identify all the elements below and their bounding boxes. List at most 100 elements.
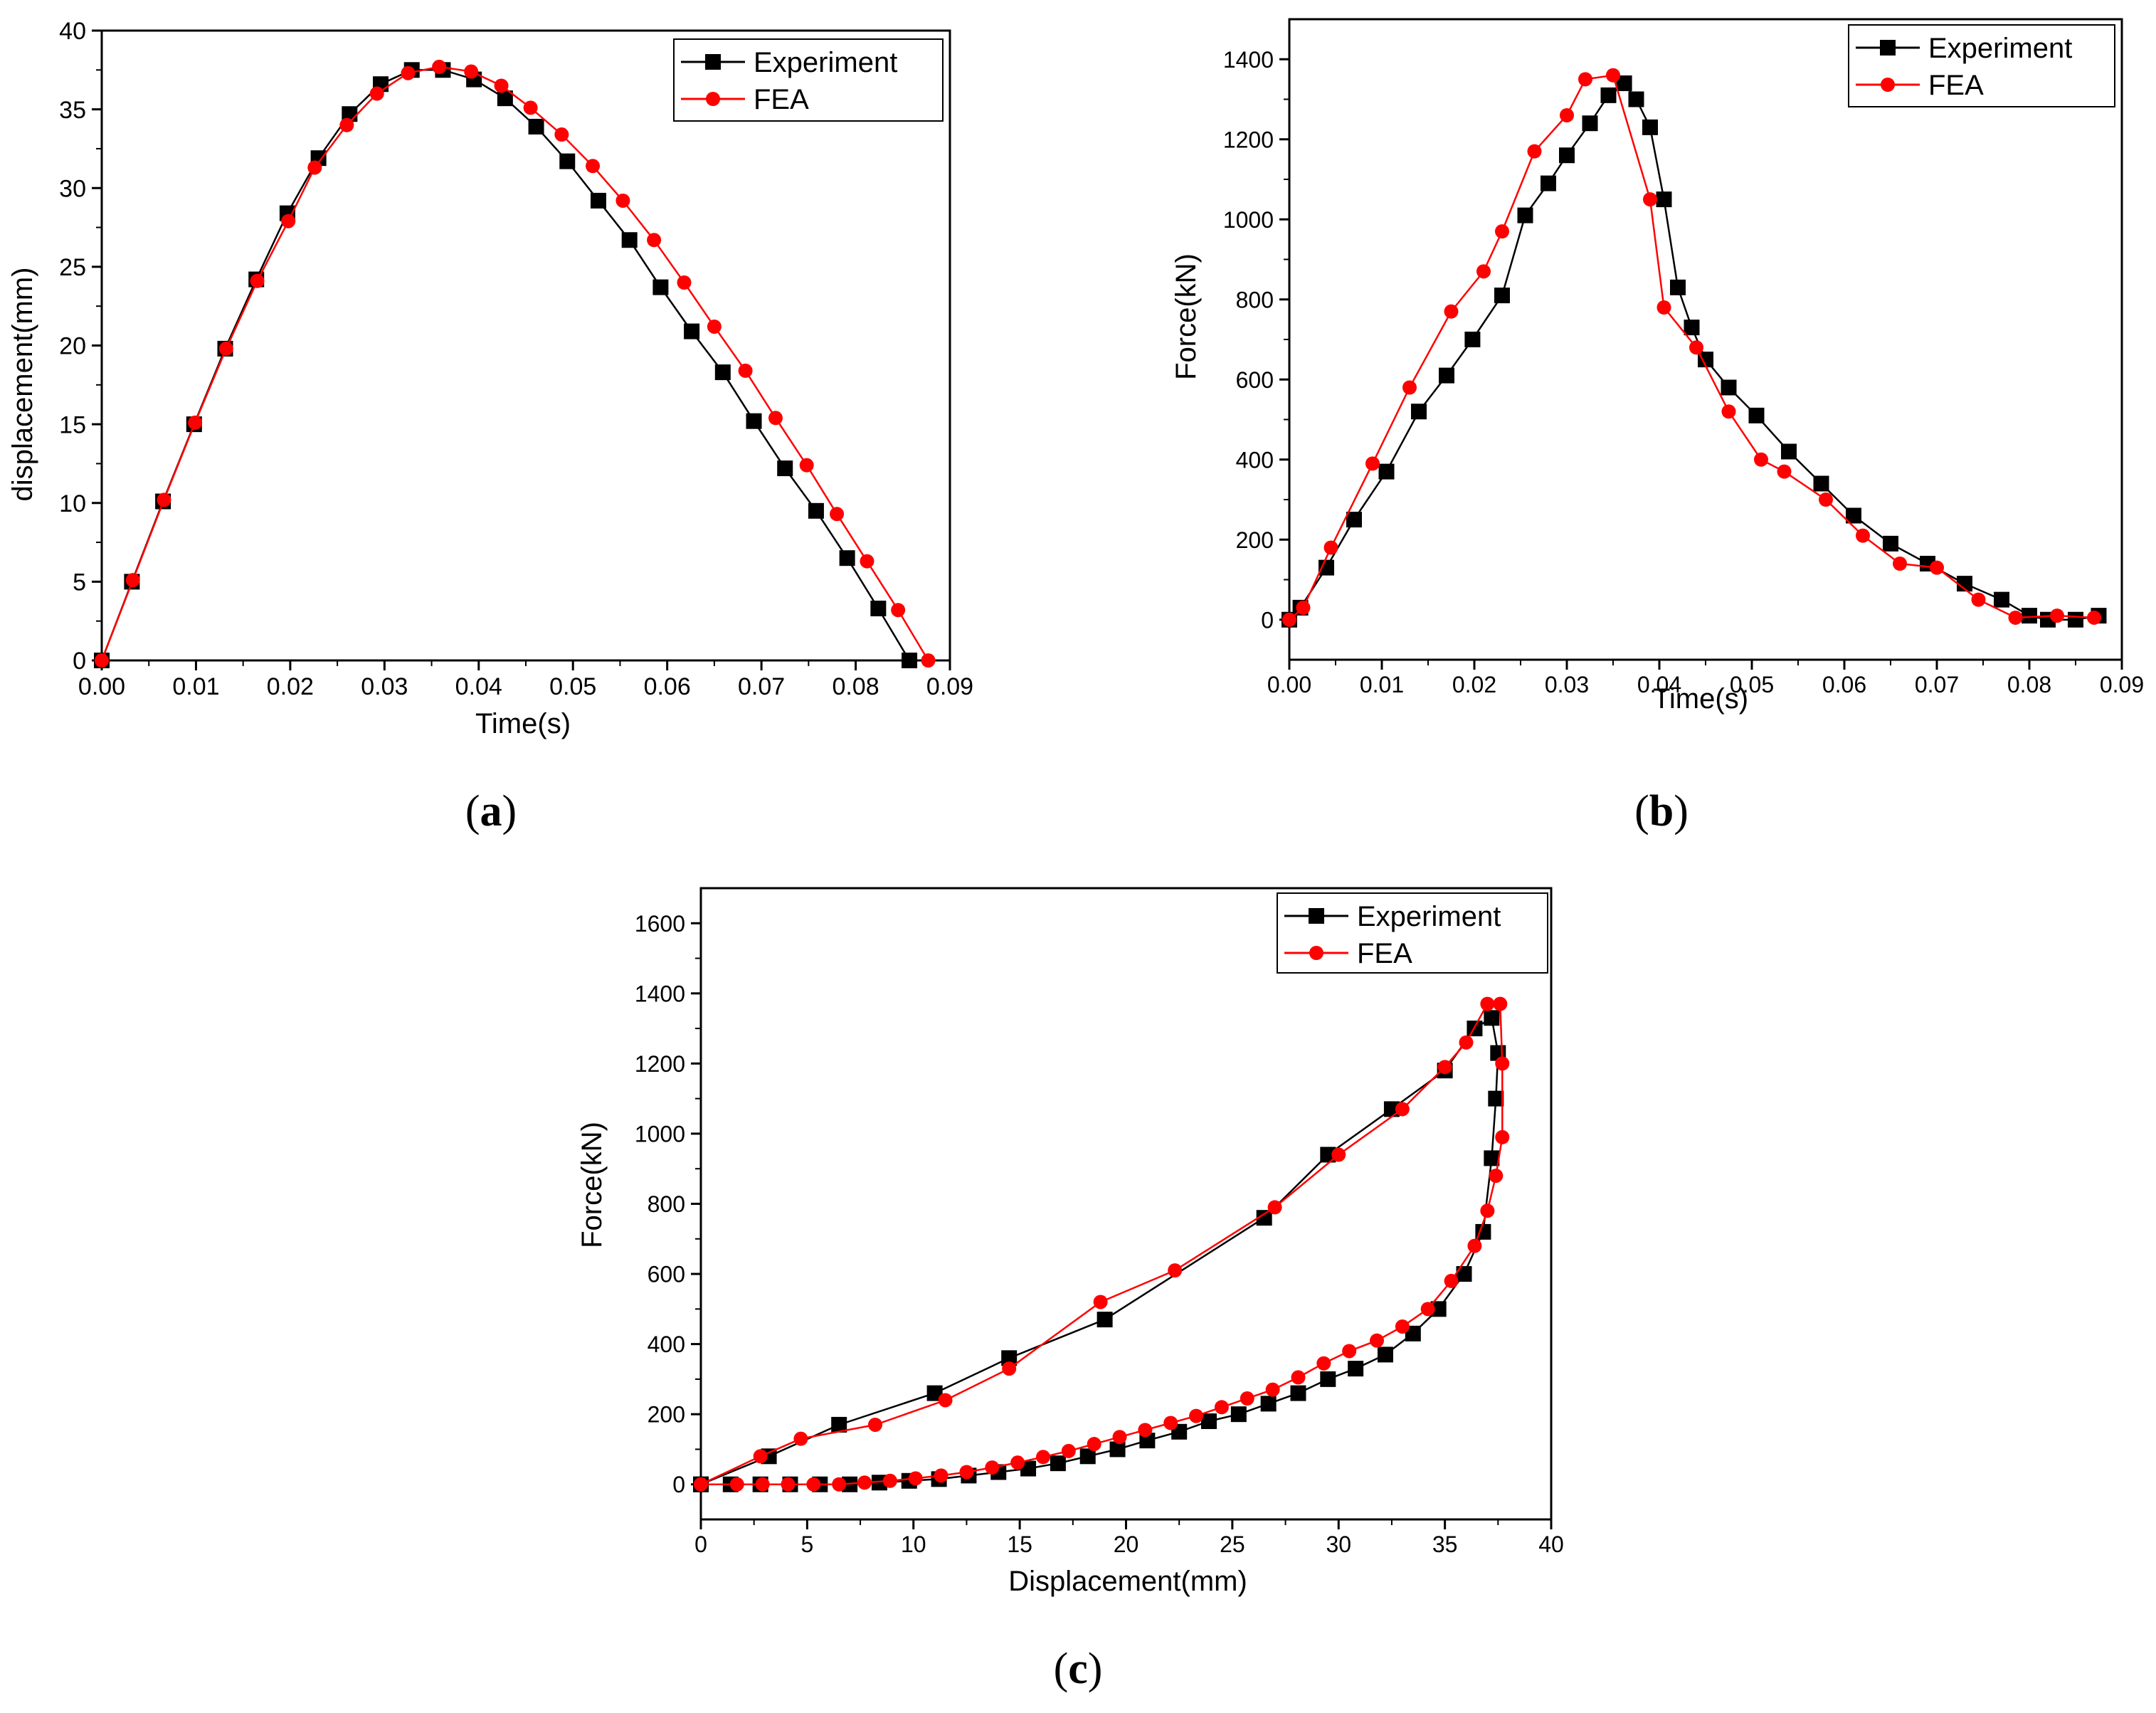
chart-c-fea-point (1480, 996, 1495, 1011)
chart-a-legend-fea-marker (706, 92, 720, 106)
chart-c-panel-letter: c (1068, 1645, 1088, 1693)
chart-c-legend-experiment-label: Experiment (1357, 901, 1501, 932)
chart-c-fea-point (908, 1471, 923, 1486)
chart-b-fea-point (2050, 608, 2064, 623)
chart-b-fea-point (1656, 300, 1671, 315)
chart-c-fea-point (938, 1393, 953, 1408)
chart-c-fea-point (1395, 1319, 1410, 1334)
chart-a-experiment-point (839, 550, 855, 566)
chart-a-panel-label: (a) (465, 787, 517, 836)
chart-b-experiment-point (1517, 207, 1533, 223)
chart-b-x-tick-label: 0.01 (1360, 672, 1404, 697)
chart-b-experiment-point (1616, 75, 1632, 91)
chart-c-xlabel: Displacement(mm) (1008, 1566, 1247, 1597)
chart-c-fea-point (1267, 1200, 1282, 1215)
chart-c-fea-point (1395, 1102, 1410, 1117)
chart-c-legend-fea-marker (1309, 946, 1323, 960)
chart-a-fea-point (307, 160, 322, 175)
chart-b-xlabel: Time(s) (1653, 683, 1748, 715)
chart-a-fea-point (401, 65, 416, 80)
chart-b-fea-point (1282, 612, 1296, 627)
chart-b-y-tick-label: 600 (1236, 367, 1274, 393)
chart-a-xlabel: Time(s) (475, 708, 571, 739)
chart-c-x-tick-label: 25 (1220, 1532, 1245, 1557)
chart-c-fea-point (1163, 1416, 1178, 1430)
chart-a-fea-point (921, 653, 936, 668)
chart-c-y-tick-label: 800 (648, 1191, 685, 1217)
chart-b-fea-point (1495, 224, 1509, 239)
chart-b-experiment-point (1541, 175, 1556, 191)
chart-a-fea-point (707, 319, 722, 334)
chart-c-fea-point (753, 1449, 768, 1464)
chart-a-experiment-point (808, 502, 824, 519)
chart-c-fea-point (1495, 1129, 1510, 1144)
chart-a-fea-point (830, 507, 845, 522)
chart-c-fea-point (985, 1460, 1000, 1475)
chart-a-fea-point (738, 363, 753, 378)
chart-a-x-tick-label: 0.04 (455, 673, 502, 700)
chart-c-ylabel: Force(kN) (576, 1122, 608, 1248)
chart-c-experiment-point (1484, 1010, 1500, 1026)
chart-c-experiment-point (1348, 1361, 1364, 1377)
chart-c-fea-point (1214, 1400, 1229, 1415)
chart-c-fea-point (755, 1477, 770, 1492)
chart-c-experiment-point (1079, 1448, 1096, 1465)
chart-c-experiment-point (1456, 1266, 1472, 1282)
chart-b-legend-experiment-label: Experiment (1928, 33, 2072, 64)
chart-c-fea-point (934, 1468, 948, 1483)
chart-a-fea-point (586, 159, 601, 174)
chart-a-x-tick-label: 0.07 (738, 673, 785, 700)
chart-c-fea-point (1093, 1295, 1108, 1309)
chart-b-fea-point (1856, 528, 1870, 543)
chart-panel-b: Time(s) Force(kN) (b) 0.00 0.01 0.02 0.03 0.… (1171, 18, 2144, 836)
chart-b-experiment-point (1600, 87, 1617, 103)
chart-c-x-tick-label: 10 (901, 1532, 926, 1557)
chart-c-experiment-point (1430, 1301, 1447, 1317)
chart-a-fea-point (125, 573, 140, 588)
chart-b-fea-point (1819, 492, 1833, 507)
chart-b-fea-point (1777, 464, 1792, 479)
chart-b-y-tick-label: 1200 (1223, 127, 1274, 152)
chart-c-fea-point (1370, 1333, 1385, 1348)
chart-c-fea-point (1467, 1238, 1482, 1253)
chart-b-y-tick-label: 200 (1236, 527, 1274, 553)
chart-c-x-tick-label: 0 (694, 1532, 707, 1557)
chart-a-x-tick-label: 0.03 (361, 673, 408, 700)
chart-b-fea-point (1930, 560, 1944, 575)
chart-c-fea-point (1291, 1370, 1306, 1385)
chart-b-fea-point (1476, 264, 1491, 279)
chart-a-fea-point (281, 214, 296, 228)
chart-c-experiment-point (1201, 1413, 1217, 1430)
chart-c-y-tick-label: 0 (672, 1472, 685, 1497)
chart-c-y-tick-label: 1600 (635, 911, 685, 937)
chart-b-fea-point (1578, 72, 1592, 87)
chart-b-experiment-point (2068, 611, 2083, 628)
chart-b-experiment-point (1781, 443, 1797, 460)
chart-a-fea-point (250, 273, 265, 288)
chart-panel-a: Time(s) displacement(mm) (a) 0.00 0.01 0.0… (7, 18, 973, 836)
chart-b-experiment-point (1846, 507, 1861, 524)
chart-b-experiment-point (1656, 191, 1672, 208)
chart-c-fea-point (1168, 1263, 1183, 1278)
chart-b-fea-point (1971, 592, 1986, 607)
chart-c-experiment-point (1405, 1325, 1421, 1342)
chart-c-x-tick-label: 40 (1538, 1532, 1564, 1557)
chart-a-experiment-point (870, 600, 887, 616)
chart-a-experiment-point (621, 232, 638, 248)
chart-c-fea-point (1265, 1382, 1280, 1397)
chart-b-experiment-point (1494, 288, 1510, 304)
chart-c-experiment-point (1230, 1406, 1247, 1423)
chart-a-fea-point (432, 59, 447, 74)
chart-b-experiment-point (1748, 407, 1765, 423)
chart-b-experiment-point (1698, 352, 1713, 368)
chart-a-fea-point (218, 341, 233, 356)
chart-c-fea-point (832, 1477, 847, 1492)
chart-c-experiment-point (1097, 1312, 1113, 1328)
chart-c-y-tick-label: 1400 (635, 981, 685, 1006)
chart-c-panel-label: (c) (1054, 1645, 1103, 1693)
chart-c-experiment-point (926, 1385, 943, 1401)
chart-a-fea-point (494, 78, 509, 93)
chart-a-x-tick-label: 0.06 (644, 673, 691, 700)
chart-b-x-tick-label: 0.09 (2100, 672, 2144, 697)
chart-c-fea-point (959, 1465, 974, 1480)
